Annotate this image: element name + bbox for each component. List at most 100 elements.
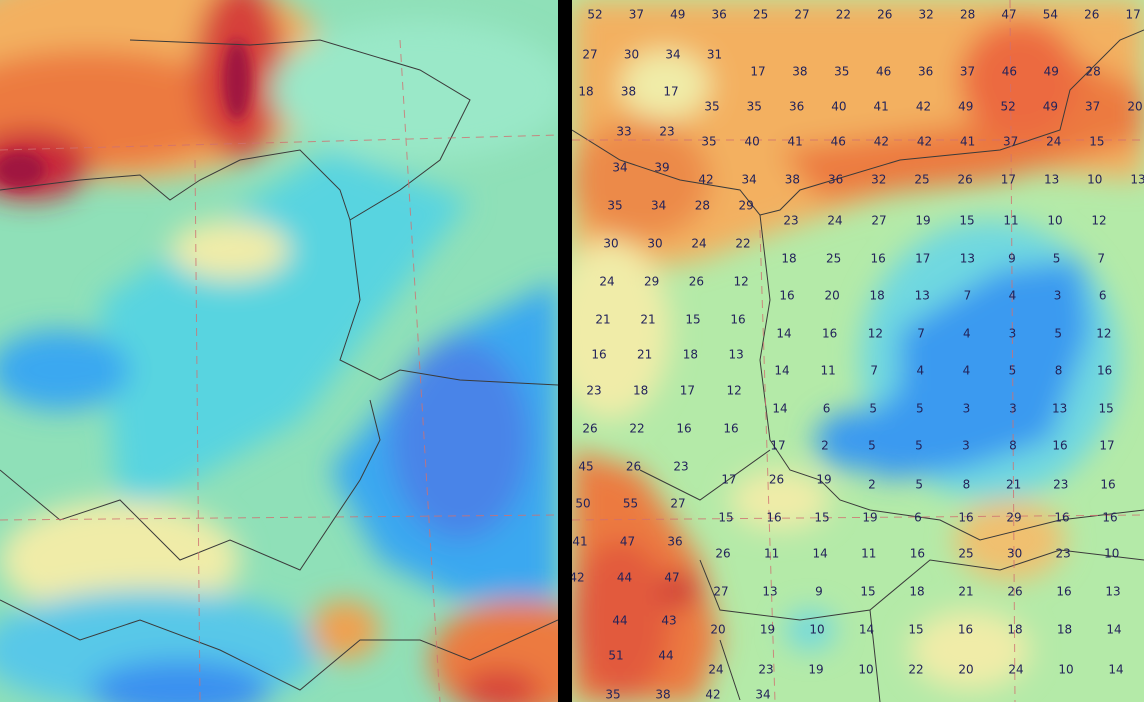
value-label: 26 <box>877 8 892 22</box>
value-label: 11 <box>820 364 835 378</box>
value-label: 16 <box>871 252 886 266</box>
value-label: 32 <box>871 173 886 187</box>
value-label: 13 <box>762 585 777 599</box>
value-label: 35 <box>704 100 719 114</box>
value-label: 25 <box>914 173 929 187</box>
value-label: 55 <box>623 497 638 511</box>
value-label: 10 <box>858 663 873 677</box>
value-label: 5 <box>915 478 923 492</box>
value-label: 16 <box>910 547 925 561</box>
value-label: 42 <box>698 173 713 187</box>
value-label: 41 <box>874 100 889 114</box>
value-label: 36 <box>789 100 804 114</box>
value-label: 13 <box>915 289 930 303</box>
value-label: 18 <box>870 289 885 303</box>
value-label: 8 <box>963 478 971 492</box>
value-label: 13 <box>960 252 975 266</box>
value-label: 40 <box>744 135 759 149</box>
value-label: 51 <box>608 649 623 663</box>
value-label: 15 <box>814 511 829 525</box>
value-label: 3 <box>1054 289 1062 303</box>
value-label: 37 <box>1085 100 1100 114</box>
value-label: 6 <box>1099 289 1107 303</box>
value-label: 15 <box>959 214 974 228</box>
value-label: 30 <box>1007 547 1022 561</box>
value-label: 47 <box>664 571 679 585</box>
value-label: 46 <box>876 65 891 79</box>
value-label: 20 <box>710 623 725 637</box>
value-label: 40 <box>831 100 846 114</box>
value-label: 21 <box>640 313 655 327</box>
value-label: 19 <box>760 623 775 637</box>
value-label: 35 <box>605 688 620 702</box>
value-label: 23 <box>783 214 798 228</box>
value-label: 23 <box>586 384 601 398</box>
value-label: 12 <box>868 327 883 341</box>
value-label: 46 <box>831 135 846 149</box>
value-label: 5 <box>1009 364 1017 378</box>
value-label: 3 <box>1009 327 1017 341</box>
value-label: 41 <box>960 135 975 149</box>
value-label: 18 <box>1057 623 1072 637</box>
value-label: 5 <box>868 439 876 453</box>
value-label: 24 <box>1008 663 1023 677</box>
value-label: 12 <box>1096 327 1111 341</box>
value-label: 30 <box>603 237 618 251</box>
value-label: 15 <box>685 313 700 327</box>
value-label: 54 <box>1043 8 1058 22</box>
value-label: 35 <box>834 65 849 79</box>
value-label: 16 <box>1102 511 1117 525</box>
value-label: 24 <box>708 663 723 677</box>
value-label: 8 <box>1009 439 1017 453</box>
value-label: 18 <box>683 348 698 362</box>
value-label: 29 <box>1006 511 1021 525</box>
value-label: 21 <box>595 313 610 327</box>
value-label: 18 <box>909 585 924 599</box>
value-label: 14 <box>772 402 787 416</box>
value-label: 15 <box>1099 402 1114 416</box>
value-label: 36 <box>712 8 727 22</box>
value-label: 14 <box>859 623 874 637</box>
value-label: 17 <box>663 85 678 99</box>
value-label: 30 <box>647 237 662 251</box>
value-label: 28 <box>1086 65 1101 79</box>
value-label: 24 <box>1046 135 1061 149</box>
value-label: 27 <box>713 585 728 599</box>
value-label: 5 <box>1053 252 1061 266</box>
value-label: 16 <box>730 313 745 327</box>
value-label: 14 <box>776 327 791 341</box>
value-label: 18 <box>578 85 593 99</box>
value-label: 34 <box>755 688 770 702</box>
value-label: 2 <box>868 478 876 492</box>
value-label: 3 <box>963 402 971 416</box>
value-label: 37 <box>1003 135 1018 149</box>
value-label: 26 <box>769 473 784 487</box>
value-label: 16 <box>1052 439 1067 453</box>
value-label: 14 <box>1108 663 1123 677</box>
value-label: 47 <box>1001 8 1016 22</box>
value-label: 17 <box>750 65 765 79</box>
value-label: 32 <box>919 8 934 22</box>
value-label: 24 <box>599 275 614 289</box>
value-label: 29 <box>644 275 659 289</box>
value-label: 17 <box>1126 8 1141 22</box>
value-label: 34 <box>742 173 757 187</box>
value-label: 26 <box>1084 8 1099 22</box>
value-label: 23 <box>1056 547 1071 561</box>
value-label: 2 <box>821 439 829 453</box>
value-label: 49 <box>1043 100 1058 114</box>
value-label: 26 <box>582 422 597 436</box>
value-label: 17 <box>721 473 736 487</box>
value-label: 26 <box>958 173 973 187</box>
value-label: 19 <box>808 663 823 677</box>
value-label: 45 <box>578 460 593 474</box>
value-label: 24 <box>691 237 706 251</box>
value-label: 28 <box>960 8 975 22</box>
value-label: 5 <box>1054 327 1062 341</box>
left-panel <box>0 0 558 702</box>
value-label: 10 <box>1058 663 1073 677</box>
value-label: 33 <box>616 125 631 139</box>
value-label: 42 <box>916 100 931 114</box>
